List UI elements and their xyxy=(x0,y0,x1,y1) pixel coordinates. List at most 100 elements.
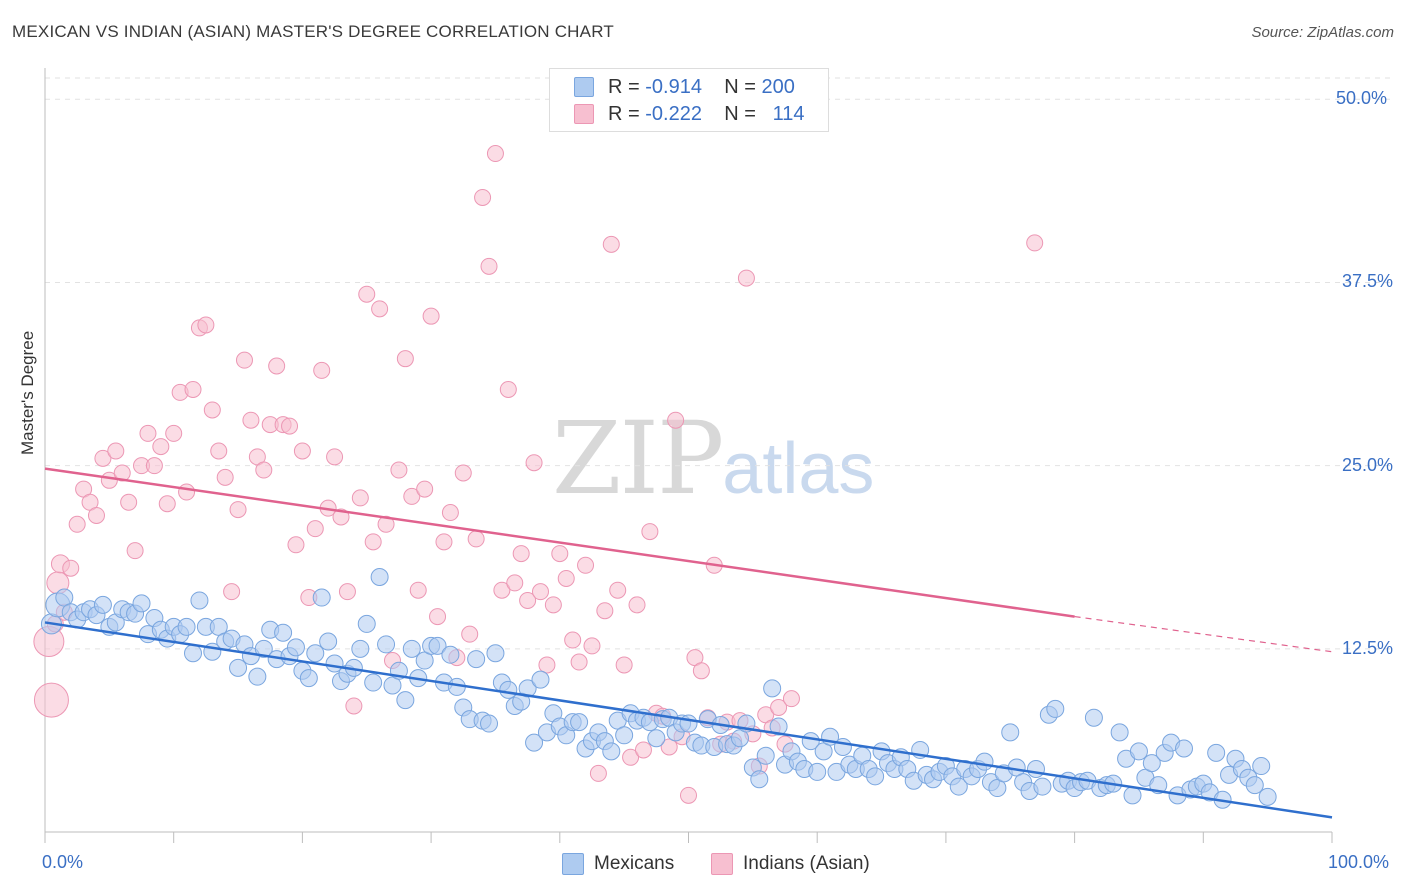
point-indians xyxy=(403,487,421,505)
point-indians xyxy=(429,608,447,626)
point-indians xyxy=(461,625,479,643)
point-mexicans xyxy=(274,623,293,642)
legend-n-value: 114 xyxy=(772,102,805,125)
watermark: ZIPatlas xyxy=(552,400,874,517)
point-mexicans xyxy=(254,639,273,658)
legend-item-indians[interactable]: Indians (Asian) xyxy=(711,850,870,878)
point-mexicans xyxy=(480,714,499,733)
point-indians xyxy=(441,504,459,522)
point-mexicans xyxy=(286,638,305,657)
legend-swatch-indians xyxy=(574,104,594,124)
point-mexicans xyxy=(647,729,666,748)
legend-swatch-mexicans xyxy=(562,853,584,875)
point-indians xyxy=(184,380,202,398)
point-indians xyxy=(692,662,710,680)
point-mexicans xyxy=(377,635,396,654)
point-indians xyxy=(564,631,582,649)
chart-title: MEXICAN VS INDIAN (ASIAN) MASTER'S DEGRE… xyxy=(12,22,614,41)
point-mexicans xyxy=(602,742,621,761)
point-mexicans xyxy=(441,645,460,664)
point-mexicans xyxy=(1046,699,1065,718)
point-indians xyxy=(557,569,575,587)
point-indians xyxy=(660,738,678,756)
point-mexicans xyxy=(357,614,376,633)
point-indians xyxy=(293,442,311,460)
point-mexicans xyxy=(1084,708,1103,727)
point-mexicans xyxy=(467,650,486,669)
point-indians xyxy=(615,656,633,674)
y-axis-label: Master's Degree xyxy=(18,330,37,455)
point-mexicans xyxy=(299,669,318,688)
point-mexicans xyxy=(1001,723,1020,742)
point-indians xyxy=(622,748,640,766)
point-indians xyxy=(583,637,601,655)
point-indians xyxy=(203,401,221,419)
point-mexicans xyxy=(866,767,885,786)
point-indians xyxy=(506,574,524,592)
point-indians xyxy=(435,533,453,551)
point-indians xyxy=(589,764,607,782)
legend-r-value: -0.914 xyxy=(645,75,702,98)
point-indians xyxy=(577,556,595,574)
source-label: Source: ZipAtlas.com xyxy=(1251,24,1394,41)
point-indians xyxy=(306,520,324,538)
point-indians xyxy=(422,307,440,325)
point-indians xyxy=(474,188,492,206)
point-indians xyxy=(634,741,652,759)
point-indians xyxy=(467,530,485,548)
point-indians xyxy=(667,411,685,429)
point-indians xyxy=(544,596,562,614)
legend-r-label: R = xyxy=(608,75,640,98)
trend-lines xyxy=(44,467,1333,819)
y-tick-label: 50.0% xyxy=(1336,88,1388,109)
point-mexicans xyxy=(177,617,196,636)
point-mexicans xyxy=(808,762,827,781)
point-indians xyxy=(512,545,530,563)
point-indians xyxy=(486,145,504,163)
point-mexicans xyxy=(615,726,634,745)
legend-item-mexicans[interactable]: Mexicans xyxy=(562,850,674,878)
point-indians xyxy=(396,350,414,368)
point-indians xyxy=(210,442,228,460)
point-mexicans xyxy=(756,746,775,765)
point-indians xyxy=(152,438,170,456)
point-indians xyxy=(126,542,144,560)
point-mexicans xyxy=(351,639,370,658)
point-mexicans xyxy=(402,639,421,658)
point-indians xyxy=(351,489,369,507)
point-mexicans xyxy=(1026,759,1045,778)
point-indians xyxy=(255,461,273,479)
point-indians xyxy=(197,316,215,334)
point-mexicans xyxy=(949,777,968,796)
point-mexicans xyxy=(1123,786,1142,805)
point-indians xyxy=(223,583,241,601)
point-mexicans xyxy=(1110,723,1129,742)
point-mexicans xyxy=(1142,754,1161,773)
point-mexicans xyxy=(1245,776,1264,795)
point-mexicans xyxy=(525,733,544,752)
point-mexicans xyxy=(132,594,151,613)
legend-r-label: R = xyxy=(608,102,640,125)
point-indians xyxy=(338,583,356,601)
legend-label-indians: Indians (Asian) xyxy=(743,853,870,874)
point-mexicans xyxy=(750,770,769,789)
legend-n-label: N = xyxy=(724,75,756,98)
point-indians xyxy=(480,257,498,275)
point-mexicans xyxy=(763,679,782,698)
point-indians xyxy=(281,417,299,435)
x-tick-label-min: 0.0% xyxy=(42,852,84,872)
point-indians xyxy=(1026,234,1044,252)
point-indians xyxy=(525,454,543,472)
point-mexicans xyxy=(518,679,537,698)
legend-swatch-indians xyxy=(711,853,733,875)
point-indians xyxy=(377,515,395,533)
point-mexicans xyxy=(499,680,518,699)
point-indians xyxy=(287,536,305,554)
point-mexicans xyxy=(306,644,325,663)
point-indians xyxy=(551,545,569,563)
point-mexicans xyxy=(1207,743,1226,762)
point-mexicans xyxy=(769,717,788,736)
point-indians xyxy=(107,442,125,460)
series-legend: Mexicans Indians (Asian) xyxy=(0,850,1406,878)
